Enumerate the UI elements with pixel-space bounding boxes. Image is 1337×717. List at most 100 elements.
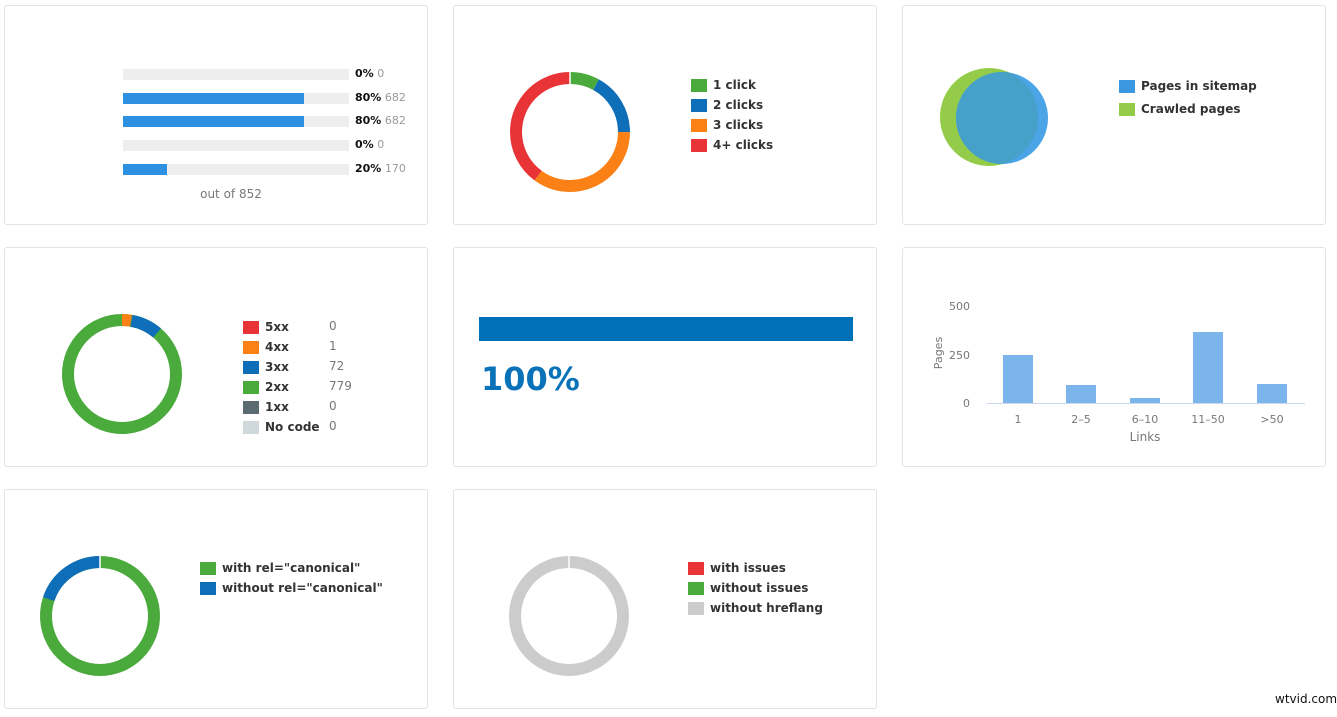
bar-track-4 bbox=[123, 140, 349, 151]
legend-item-3-clicks[interactable]: 3 clicks bbox=[691, 118, 763, 132]
x-tick-6-10: 6–10 bbox=[1132, 413, 1159, 426]
legend-label: No code bbox=[265, 420, 320, 434]
legend-swatch bbox=[691, 118, 707, 132]
legend-label: 1 click bbox=[713, 78, 756, 92]
legend-label: 3xx bbox=[265, 360, 289, 374]
legend-item-with-issues[interactable]: with issues bbox=[688, 561, 786, 575]
legend-label: 2 clicks bbox=[713, 98, 764, 112]
bar-track-1 bbox=[123, 69, 349, 80]
card-canonical: with rel="canonical" without rel="canoni… bbox=[4, 489, 428, 709]
bar-label-1: 0% 0 bbox=[355, 67, 385, 80]
bar-fill-3 bbox=[123, 116, 304, 127]
bar-label-4: 0% 0 bbox=[355, 138, 385, 151]
canonical-donut[interactable] bbox=[39, 555, 161, 677]
y-tick-250: 250 bbox=[949, 349, 970, 362]
click-depth-donut[interactable] bbox=[509, 71, 631, 193]
legend-item-with-canonical[interactable]: with rel="canonical" bbox=[200, 561, 360, 575]
card-page-bars: 0% 0 80% 682 80% 682 0% 0 20% 170 out of… bbox=[4, 5, 428, 225]
legend-swatch bbox=[691, 98, 707, 112]
x-tick-2-5: 2–5 bbox=[1071, 413, 1091, 426]
legend-item-pages-in-sitemap[interactable]: Pages in sitemap bbox=[1119, 79, 1257, 93]
legend-label: 2xx bbox=[265, 380, 289, 394]
legend-value-3xx: 72 bbox=[329, 359, 345, 373]
legend-label: Crawled pages bbox=[1141, 102, 1241, 116]
legend-label: Pages in sitemap bbox=[1141, 79, 1257, 93]
legend-value-no-code: 0 bbox=[329, 419, 337, 433]
legend-value-1xx: 0 bbox=[329, 399, 337, 413]
legend-swatch bbox=[688, 561, 704, 575]
legend-swatch bbox=[243, 360, 259, 374]
bar-track-5 bbox=[123, 164, 349, 175]
status-codes-donut[interactable] bbox=[61, 313, 183, 435]
progress-bar-fill bbox=[479, 317, 853, 341]
x-axis-label: Links bbox=[1130, 430, 1161, 444]
x-tick-1: 1 bbox=[1015, 413, 1022, 426]
legend-swatch bbox=[688, 601, 704, 615]
bar-fill-5 bbox=[123, 164, 168, 175]
legend-item-4plus-clicks[interactable]: 4+ clicks bbox=[691, 138, 773, 152]
y-tick-500: 500 bbox=[949, 300, 970, 313]
legend-label: with issues bbox=[710, 561, 786, 575]
bar-track-2 bbox=[123, 93, 349, 104]
card-sitemap-venn: Pages in sitemap Crawled pages bbox=[902, 5, 1326, 225]
legend-swatch bbox=[691, 138, 707, 152]
legend-item-5xx[interactable]: 5xx bbox=[243, 320, 289, 334]
legend-item-crawled-pages[interactable]: Crawled pages bbox=[1119, 102, 1241, 116]
legend-swatch bbox=[1119, 102, 1135, 116]
bar-track-3 bbox=[123, 116, 349, 127]
legend-swatch bbox=[243, 380, 259, 394]
bar-gt50 bbox=[1257, 384, 1287, 403]
legend-item-4xx[interactable]: 4xx bbox=[243, 340, 289, 354]
legend-item-2xx[interactable]: 2xx bbox=[243, 380, 289, 394]
legend-swatch bbox=[243, 420, 259, 434]
bars-caption: out of 852 bbox=[200, 187, 262, 201]
legend-value-4xx: 1 bbox=[329, 339, 337, 353]
legend-swatch bbox=[243, 400, 259, 414]
legend-swatch bbox=[691, 78, 707, 92]
card-progress: 100% bbox=[453, 247, 877, 467]
bar-fill-2 bbox=[123, 93, 304, 104]
legend-swatch bbox=[200, 581, 216, 595]
legend-label: 3 clicks bbox=[713, 118, 764, 132]
legend-item-1-click[interactable]: 1 click bbox=[691, 78, 756, 92]
watermark-text: wtvid.com bbox=[1275, 692, 1337, 706]
legend-label: 4+ clicks bbox=[713, 138, 774, 152]
legend-item-1xx[interactable]: 1xx bbox=[243, 400, 289, 414]
legend-item-2-clicks[interactable]: 2 clicks bbox=[691, 98, 763, 112]
bar-11-50 bbox=[1193, 332, 1223, 403]
legend-item-3xx[interactable]: 3xx bbox=[243, 360, 289, 374]
card-links-chart: 500 250 0 Pages 1 2–5 6–10 11–50 >50 Lin… bbox=[902, 247, 1326, 467]
legend-swatch bbox=[200, 561, 216, 575]
legend-label: without issues bbox=[710, 581, 809, 595]
hreflang-donut[interactable] bbox=[508, 555, 630, 677]
legend-swatch bbox=[243, 340, 259, 354]
x-tick-11-50: 11–50 bbox=[1191, 413, 1225, 426]
bar-label-3: 80% 682 bbox=[355, 114, 406, 127]
legend-item-without-canonical[interactable]: without rel="canonical" bbox=[200, 581, 383, 595]
legend-label: without hreflang bbox=[710, 601, 823, 615]
bar-label-5: 20% 170 bbox=[355, 162, 406, 175]
card-status-codes: 5xx 0 4xx 1 3xx 72 2xx 779 1xx 0 No code… bbox=[4, 247, 428, 467]
bar-1 bbox=[1003, 355, 1033, 403]
legend-value-2xx: 779 bbox=[329, 379, 352, 393]
legend-swatch bbox=[688, 581, 704, 595]
y-axis-label: Pages bbox=[932, 337, 945, 370]
links-bar-chart: 500 250 0 Pages 1 2–5 6–10 11–50 >50 Lin… bbox=[932, 300, 1305, 444]
sitemap-venn-diagram[interactable] bbox=[933, 61, 1053, 171]
legend-item-without-hreflang[interactable]: without hreflang bbox=[688, 601, 823, 615]
legend-label: 4xx bbox=[265, 340, 289, 354]
bar-2-5 bbox=[1066, 385, 1096, 403]
legend-label: 5xx bbox=[265, 320, 289, 334]
legend-label: with rel="canonical" bbox=[222, 561, 361, 575]
bar-label-2: 80% 682 bbox=[355, 91, 406, 104]
legend-item-without-issues[interactable]: without issues bbox=[688, 581, 808, 595]
legend-item-no-code[interactable]: No code bbox=[243, 420, 320, 434]
x-tick-gt50: >50 bbox=[1260, 413, 1283, 426]
legend-label: 1xx bbox=[265, 400, 289, 414]
legend-label: without rel="canonical" bbox=[222, 581, 383, 595]
progress-bar bbox=[479, 317, 853, 341]
legend-swatch bbox=[1119, 79, 1135, 93]
progress-value: 100% bbox=[481, 360, 580, 398]
y-tick-0: 0 bbox=[963, 397, 970, 410]
bar-6-10 bbox=[1130, 398, 1160, 403]
